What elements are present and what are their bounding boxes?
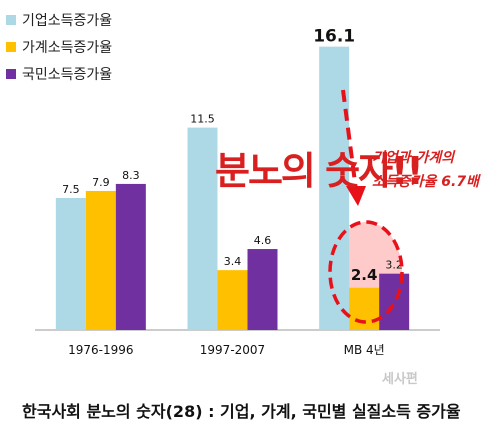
headline-annotation: 분노의 숫자!! <box>215 149 424 193</box>
data-label-household-2: 2.4 <box>351 266 378 284</box>
data-label-household-0: 7.9 <box>92 176 110 189</box>
highlight-arrow-head <box>346 186 366 206</box>
highlight-ellipse-outline <box>328 220 404 324</box>
bar-household-0 <box>85 190 116 330</box>
bar-national-1 <box>247 249 278 330</box>
data-label-corporate-1: 11.5 <box>190 113 215 126</box>
ratio-note-line2: 소득증가율 6.7배 <box>372 174 479 190</box>
bar-national-2 <box>379 273 410 330</box>
data-label-corporate-2: 16.1 <box>313 27 355 47</box>
legend-label-household: 가계소득증가율 <box>22 39 113 56</box>
legend-label-national: 국민소득증가율 <box>22 66 113 83</box>
highlight-arrow-line <box>341 89 358 191</box>
ratio-note-line1: 기업과 가계의 <box>372 150 455 166</box>
bar-national-0 <box>115 183 146 330</box>
legend-label-corporate: 기업소득증가율 <box>22 12 113 29</box>
legend-swatch-national <box>6 68 16 79</box>
legend-item-household: 가계소득증가율 <box>6 33 112 60</box>
category-label-2: MB 4년 <box>344 343 385 357</box>
bar-corporate-0 <box>55 198 86 330</box>
category-label-0: 1976-1996 <box>68 343 133 357</box>
bar-household-1 <box>217 270 248 330</box>
data-label-national-0: 8.3 <box>122 169 140 182</box>
chart-caption: 한국사회 분노의 숫자(28) : 기업, 가계, 국민별 실질소득 증가율 <box>22 402 461 421</box>
data-label-corporate-0: 7.5 <box>62 183 80 196</box>
legend-item-corporate: 기업소득증가율 <box>6 6 112 33</box>
ratio-note: 기업과 가계의 소득증가율 6.7배 <box>372 146 479 194</box>
chart-legend: 기업소득증가율 가계소득증가율 국민소득증가율 <box>6 6 112 87</box>
legend-item-national: 국민소득증가율 <box>6 60 112 87</box>
bar-corporate-1 <box>187 127 218 330</box>
data-label-household-1: 3.4 <box>224 255 242 268</box>
legend-swatch-corporate <box>6 14 16 25</box>
data-label-national-1: 4.6 <box>254 234 272 247</box>
category-label-1: 1997-2007 <box>200 343 265 357</box>
legend-swatch-household <box>6 41 16 52</box>
watermark: 세사편 <box>382 372 418 387</box>
data-label-national-2: 3.2 <box>385 259 403 272</box>
